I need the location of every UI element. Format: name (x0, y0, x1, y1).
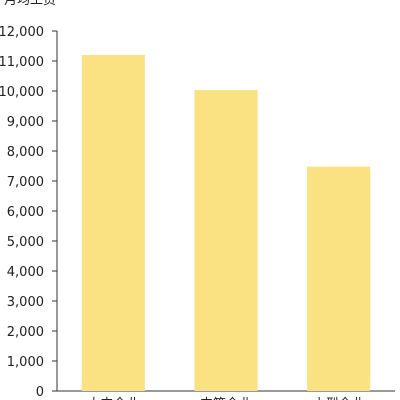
x-tick-label: 中等企业 (200, 396, 252, 400)
x-tick-label: 大中企业 (87, 396, 139, 400)
y-tick-label: 12,000 (0, 25, 44, 40)
y-tick-label: 3,000 (7, 295, 44, 310)
y-tick-label: 6,000 (7, 205, 44, 220)
bar (194, 90, 258, 391)
x-tick-label: 小型企业 (313, 396, 365, 400)
y-tick-label: 8,000 (7, 145, 44, 160)
chart-title: 月均工资 (4, 0, 56, 8)
bar (307, 166, 371, 391)
bar (81, 55, 145, 391)
y-tick-label: 11,000 (0, 55, 44, 70)
y-tick-label: 5,000 (7, 235, 44, 250)
y-tick-label: 7,000 (7, 175, 44, 190)
y-tick-label: 2,000 (7, 325, 44, 340)
y-tick-label: 9,000 (7, 115, 44, 130)
y-tick-label: 0 (36, 385, 44, 400)
y-tick-label: 1,000 (7, 355, 44, 370)
y-tick-label: 10,000 (0, 85, 44, 100)
y-tick-label: 4,000 (7, 265, 44, 280)
